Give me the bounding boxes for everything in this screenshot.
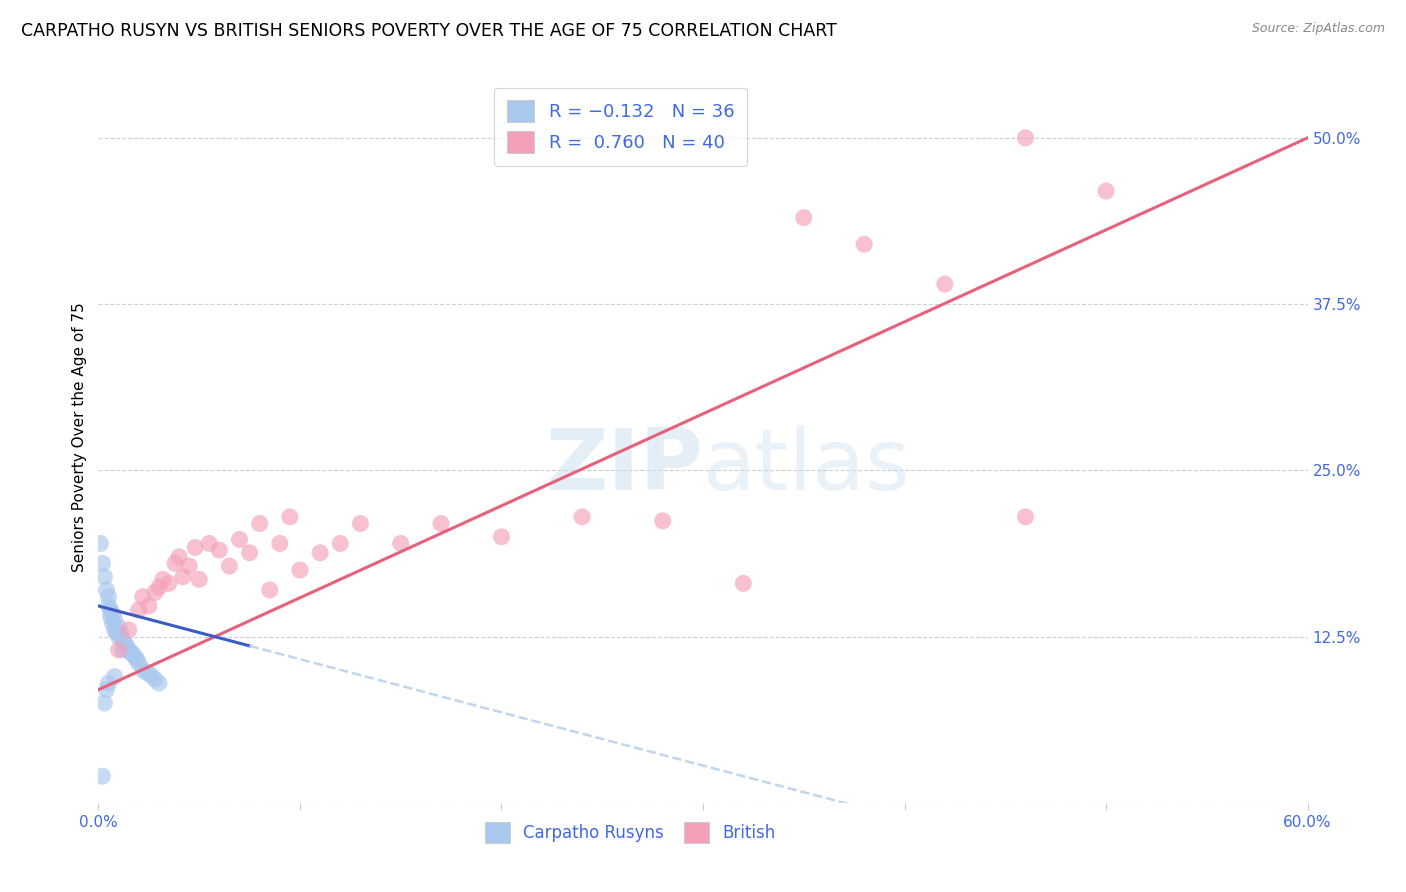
Point bbox=[571, 509, 593, 524]
Point bbox=[1095, 184, 1118, 198]
Y-axis label: Seniors Poverty Over the Age of 75: Seniors Poverty Over the Age of 75 bbox=[72, 302, 87, 572]
Point bbox=[121, 647, 143, 661]
Point bbox=[853, 237, 876, 252]
Point bbox=[278, 509, 301, 524]
Point bbox=[491, 530, 513, 544]
Point bbox=[188, 573, 211, 587]
Point bbox=[111, 632, 134, 647]
Point bbox=[120, 646, 142, 660]
Text: atlas: atlas bbox=[703, 425, 911, 508]
Point bbox=[651, 514, 673, 528]
Point bbox=[103, 623, 125, 637]
Point bbox=[430, 516, 453, 531]
Point bbox=[96, 582, 118, 597]
Point bbox=[96, 682, 118, 697]
Point bbox=[259, 582, 281, 597]
Point bbox=[148, 676, 170, 690]
Point bbox=[157, 576, 180, 591]
Point bbox=[143, 672, 166, 686]
Point bbox=[184, 541, 207, 555]
Point bbox=[118, 623, 141, 637]
Point bbox=[349, 516, 371, 531]
Point bbox=[139, 668, 162, 682]
Point bbox=[172, 570, 194, 584]
Point bbox=[269, 536, 291, 550]
Point bbox=[152, 573, 174, 587]
Point bbox=[100, 603, 122, 617]
Point bbox=[163, 557, 186, 571]
Point bbox=[91, 557, 114, 571]
Point bbox=[389, 536, 412, 550]
Legend: Carpatho Rusyns, British: Carpatho Rusyns, British bbox=[478, 815, 783, 849]
Point bbox=[228, 533, 250, 547]
Point bbox=[329, 536, 352, 550]
Point bbox=[118, 643, 141, 657]
Point bbox=[93, 570, 115, 584]
Point bbox=[179, 559, 201, 574]
Point bbox=[128, 603, 150, 617]
Point bbox=[249, 516, 271, 531]
Point bbox=[107, 643, 129, 657]
Point bbox=[148, 580, 170, 594]
Point bbox=[138, 599, 160, 613]
Point bbox=[198, 536, 221, 550]
Point bbox=[107, 630, 129, 644]
Point bbox=[101, 616, 124, 631]
Point bbox=[1014, 509, 1036, 524]
Point bbox=[110, 625, 132, 640]
Point bbox=[115, 639, 138, 653]
Point bbox=[218, 559, 240, 574]
Point bbox=[101, 607, 124, 621]
Point bbox=[128, 656, 150, 670]
Point bbox=[143, 585, 166, 599]
Point bbox=[793, 211, 815, 225]
Text: CARPATHO RUSYN VS BRITISH SENIORS POVERTY OVER THE AGE OF 75 CORRELATION CHART: CARPATHO RUSYN VS BRITISH SENIORS POVERT… bbox=[21, 22, 837, 40]
Point bbox=[114, 636, 136, 650]
Point bbox=[135, 665, 157, 680]
Point bbox=[239, 546, 262, 560]
Point bbox=[288, 563, 311, 577]
Point bbox=[93, 696, 115, 710]
Point bbox=[125, 652, 148, 666]
Point bbox=[934, 277, 956, 292]
Point bbox=[97, 676, 120, 690]
Point bbox=[103, 669, 125, 683]
Point bbox=[733, 576, 755, 591]
Point bbox=[309, 546, 332, 560]
Point bbox=[1014, 131, 1036, 145]
Point bbox=[97, 590, 120, 604]
Point bbox=[111, 643, 134, 657]
Point bbox=[167, 549, 190, 564]
Point bbox=[100, 609, 122, 624]
Point bbox=[132, 590, 155, 604]
Point bbox=[97, 599, 120, 613]
Point bbox=[103, 612, 125, 626]
Point bbox=[107, 620, 129, 634]
Point bbox=[124, 649, 146, 664]
Point bbox=[105, 625, 128, 640]
Point bbox=[208, 543, 231, 558]
Text: Source: ZipAtlas.com: Source: ZipAtlas.com bbox=[1251, 22, 1385, 36]
Text: ZIP: ZIP bbox=[546, 425, 703, 508]
Point bbox=[91, 769, 114, 783]
Point bbox=[89, 536, 111, 550]
Point bbox=[132, 663, 155, 677]
